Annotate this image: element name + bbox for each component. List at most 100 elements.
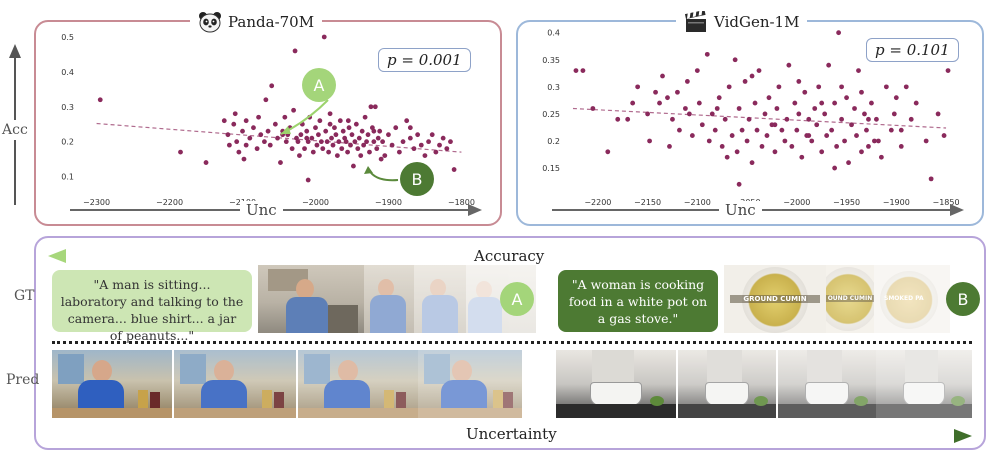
left-data-point [247, 135, 253, 141]
left-data-point [241, 156, 247, 162]
caption-b: "A woman is cooking food in a white pot … [558, 270, 718, 332]
left-data-point [309, 135, 315, 141]
right-data-point [806, 133, 812, 138]
right-data-point [883, 84, 889, 90]
left-data-point [240, 128, 245, 134]
right-data-point [739, 127, 745, 133]
left-data-point [367, 149, 372, 155]
left-data-point [444, 146, 450, 152]
right-xtick-label: −1900 [883, 198, 910, 207]
left-data-point [262, 139, 267, 145]
left-data-point [393, 125, 399, 131]
left-data-point [304, 135, 310, 141]
right-data-point [752, 100, 758, 106]
left-data-point [407, 135, 413, 141]
left-xtick-label: −2000 [302, 198, 329, 207]
right-data-point [839, 84, 844, 90]
left-ytick-label: 0.1 [61, 173, 74, 182]
badge-a-gt: A [500, 282, 534, 316]
left-data-point [324, 139, 330, 145]
panda-x-label: Unc [240, 201, 283, 219]
right-data-point [812, 106, 818, 111]
left-data-point [291, 107, 296, 113]
left-data-point [355, 146, 361, 152]
gt-frame-b-3: SMOKED PA [874, 265, 950, 333]
panda-title-tag: Panda-70M [190, 8, 323, 36]
right-data-point [834, 143, 840, 149]
right-data-point [923, 138, 929, 144]
right-data-point [699, 122, 705, 128]
left-data-point [375, 135, 381, 141]
left-data-point [336, 139, 342, 145]
right-data-point [846, 160, 851, 166]
clapperboard-icon [684, 11, 706, 32]
left-data-point [353, 121, 359, 127]
left-data-point [345, 118, 351, 124]
left-data-point [265, 128, 271, 134]
right-data-point [786, 62, 792, 68]
right-data-point [719, 143, 725, 149]
right-data-point [670, 116, 675, 122]
left-data-point [327, 111, 333, 117]
right-data-point [792, 100, 798, 106]
pred-frame-a-2 [174, 350, 296, 418]
left-data-point [349, 132, 355, 138]
right-data-point [724, 154, 730, 160]
right-data-point [898, 127, 904, 133]
frame-overlay-text-2: OUND CUMIN [826, 295, 874, 302]
left-data-point [351, 163, 356, 169]
right-data-point [864, 127, 869, 133]
left-data-point [225, 132, 231, 138]
left-data-point [404, 118, 410, 124]
right-data-point [736, 181, 742, 187]
left-data-point [337, 118, 343, 124]
right-ytick-label: 0.4 [547, 29, 560, 38]
right-data-point [716, 95, 722, 101]
vidgen-trend-line [572, 107, 947, 129]
right-data-point [854, 133, 859, 138]
left-data-point [359, 128, 365, 134]
right-xtick-label: −1850 [933, 198, 960, 207]
right-data-point [605, 149, 611, 155]
left-data-point [348, 142, 353, 148]
right-data-point [829, 127, 835, 133]
right-data-point [866, 116, 871, 122]
left-data-point [440, 135, 446, 141]
right-data-point [832, 100, 838, 106]
vidgen-x-label: Unc [719, 201, 762, 219]
right-xtick-label: −1950 [833, 198, 860, 207]
left-data-point [345, 149, 350, 155]
panda-title: Panda-70M [228, 13, 315, 31]
right-data-point [667, 143, 672, 149]
left-data-point [178, 149, 183, 155]
right-data-point [726, 84, 732, 90]
left-data-point [332, 125, 337, 131]
right-data-point [774, 106, 780, 111]
pred-frame-a-4 [418, 350, 522, 418]
right-data-point [802, 89, 808, 95]
left-data-point [356, 135, 362, 141]
right-data-point [941, 133, 947, 138]
left-data-point [361, 142, 367, 148]
right-data-point [696, 100, 702, 106]
right-data-point [832, 165, 838, 171]
gt-frame-a-2 [364, 265, 414, 333]
pred-frame-b-2 [678, 350, 776, 418]
badge-b-chart: B [400, 162, 434, 196]
left-data-point [318, 139, 324, 145]
right-data-point [736, 106, 742, 111]
right-data-point [732, 57, 738, 63]
gt-frame-a-3 [414, 265, 466, 333]
pred-frame-b-3 [778, 350, 876, 418]
left-data-point [386, 132, 391, 138]
right-data-point [665, 95, 670, 101]
left-data-point [313, 125, 318, 131]
left-xtick-label: −1800 [448, 198, 475, 207]
left-ytick-label: 0.4 [61, 68, 74, 77]
pred-frame-b-1 [556, 350, 676, 418]
gt-frame-b-1: GROUND CUMIN [724, 265, 826, 333]
annotation-b-arrow [367, 167, 399, 182]
uncertainty-label: Uncertainty [458, 425, 565, 443]
left-data-point [330, 142, 336, 148]
left-ytick-label: 0.3 [61, 103, 74, 112]
